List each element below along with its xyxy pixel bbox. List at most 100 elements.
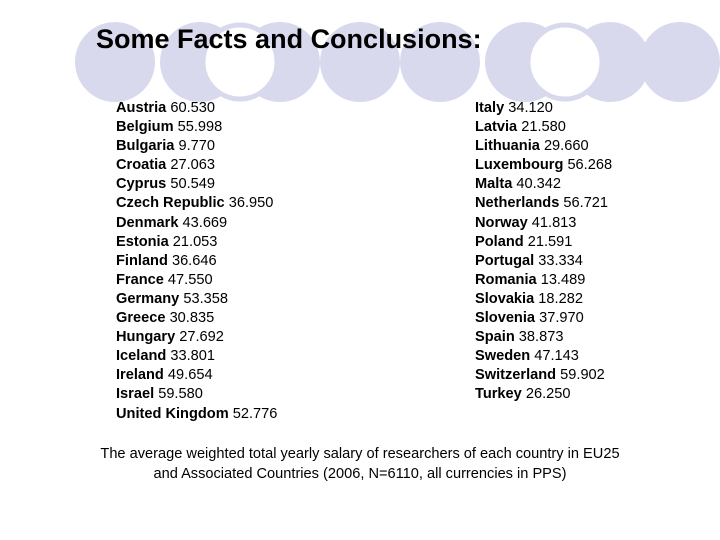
- salary-row: Estonia 21.053: [116, 233, 277, 252]
- salary-row: Belgium 55.998: [116, 118, 277, 137]
- salary-row: Germany 53.358: [116, 290, 277, 309]
- salary-row: Latvia 21.580: [475, 118, 612, 137]
- salary-list-left: Austria 60.530 Belgium 55.998 Bulgaria 9.7…: [116, 99, 277, 424]
- salary-value: 55.998: [177, 119, 223, 136]
- salary-value: 40.342: [516, 176, 562, 193]
- country-name: Ireland: [116, 367, 164, 384]
- decorative-circle: [75, 22, 155, 102]
- salary-row: Greece 30.835: [116, 309, 277, 328]
- salary-row: Poland 21.591: [475, 233, 612, 252]
- salary-row: Norway 41.813: [475, 214, 612, 233]
- salary-value: 26.250: [525, 386, 571, 403]
- country-name: Belgium: [116, 119, 174, 136]
- salary-row: Switzerland 59.902: [475, 366, 612, 385]
- salary-value: 56.268: [567, 157, 613, 174]
- salary-value: 59.580: [158, 386, 203, 403]
- salary-row: Lithuania 29.660: [475, 137, 612, 156]
- decorative-circle: [400, 22, 480, 102]
- salary-value: 27.692: [179, 329, 224, 346]
- salary-row: Luxembourg 56.268: [475, 156, 612, 175]
- salary-value: 21.053: [172, 233, 218, 250]
- country-name: Lithuania: [475, 138, 540, 155]
- salary-value: 9.770: [178, 138, 215, 155]
- salary-value: 21.580: [521, 119, 566, 136]
- country-name: Malta: [475, 176, 513, 193]
- caption-line-1: The average weighted total yearly salary…: [100, 446, 620, 462]
- salary-value: 53.358: [183, 290, 228, 307]
- country-name: Romania: [475, 271, 537, 288]
- country-name: Portugal: [475, 252, 535, 269]
- decorative-ring: [200, 22, 280, 102]
- salary-value: 34.120: [508, 100, 553, 116]
- salary-value: 30.835: [169, 310, 215, 327]
- country-name: Latvia: [475, 119, 518, 136]
- country-name: Italy: [475, 100, 505, 116]
- caption-line-2: and Associated Countries (2006, N=6110, …: [153, 465, 567, 482]
- country-name: Turkey: [475, 386, 522, 403]
- country-name: Czech Republic: [116, 195, 225, 212]
- decorative-circles: [75, 22, 720, 102]
- salary-row: Spain 38.873: [475, 328, 612, 347]
- country-name: Bulgaria: [116, 138, 175, 155]
- salary-row: Netherlands 56.721: [475, 194, 612, 213]
- country-name: Greece: [116, 310, 166, 327]
- salary-value: 27.063: [170, 157, 215, 174]
- salary-row: Slovakia 18.282: [475, 290, 612, 309]
- salary-value: 29.660: [543, 138, 589, 155]
- salary-row: Finland 36.646: [116, 252, 277, 271]
- salary-list-right: Italy 34.120 Latvia 21.580 Lithuania 29.66…: [475, 99, 612, 405]
- salary-value: 36.646: [171, 252, 217, 269]
- country-name: Cyprus: [116, 176, 167, 193]
- salary-row: Israel 59.580: [116, 385, 277, 404]
- country-name: Germany: [116, 290, 180, 307]
- country-name: Denmark: [116, 214, 179, 231]
- country-name: Sweden: [475, 348, 531, 365]
- salary-value: 18.282: [538, 290, 583, 307]
- salary-value: 47.143: [534, 348, 579, 365]
- salary-value: 21.591: [527, 233, 573, 250]
- salary-value: 52.776: [232, 405, 278, 422]
- country-name: Spain: [475, 329, 515, 346]
- salary-value: 43.669: [182, 214, 228, 231]
- salary-value: 38.873: [518, 329, 564, 346]
- salary-row: Austria 60.530: [116, 99, 277, 118]
- salary-row: Iceland 33.801: [116, 347, 277, 366]
- country-name: Netherlands: [475, 195, 560, 212]
- salary-value: 41.813: [531, 214, 577, 231]
- salary-row: Turkey 26.250: [475, 385, 612, 404]
- salary-value: 36.950: [228, 195, 274, 212]
- salary-value: 13.489: [540, 271, 586, 288]
- salary-row: Italy 34.120: [475, 99, 612, 118]
- salary-row: Romania 13.489: [475, 271, 612, 290]
- salary-row: France 47.550: [116, 271, 277, 290]
- salary-row: Czech Republic 36.950: [116, 194, 277, 213]
- salary-row: Croatia 27.063: [116, 156, 277, 175]
- country-name: Switzerland: [475, 367, 557, 384]
- salary-value: 60.530: [170, 100, 215, 116]
- salary-row: Ireland 49.654: [116, 366, 277, 385]
- salary-row: Bulgaria 9.770: [116, 137, 277, 156]
- country-name: Slovenia: [475, 310, 536, 327]
- salary-row: United Kingdom 52.776: [116, 405, 277, 424]
- country-name: Iceland: [116, 348, 167, 365]
- country-name: Slovakia: [475, 290, 535, 307]
- slide-caption: The average weighted total yearly salary…: [30, 445, 690, 484]
- salary-row: Denmark 43.669: [116, 214, 277, 233]
- country-name: Poland: [475, 233, 524, 250]
- salary-row: Portugal 33.334: [475, 252, 612, 271]
- country-name: Israel: [116, 386, 155, 403]
- decorative-ring: [525, 22, 605, 102]
- salary-value: 47.550: [167, 271, 213, 288]
- country-name: Croatia: [116, 157, 167, 174]
- decorative-circle: [320, 22, 400, 102]
- country-name: Luxembourg: [475, 157, 564, 174]
- salary-row: Cyprus 50.549: [116, 175, 277, 194]
- country-name: Hungary: [116, 329, 176, 346]
- salary-row: Malta 40.342: [475, 175, 612, 194]
- country-name: Estonia: [116, 233, 169, 250]
- salary-value: 50.549: [170, 176, 215, 193]
- country-name: Austria: [116, 100, 167, 116]
- country-name: United Kingdom: [116, 405, 229, 422]
- salary-row: Sweden 47.143: [475, 347, 612, 366]
- salary-value: 33.334: [538, 252, 583, 269]
